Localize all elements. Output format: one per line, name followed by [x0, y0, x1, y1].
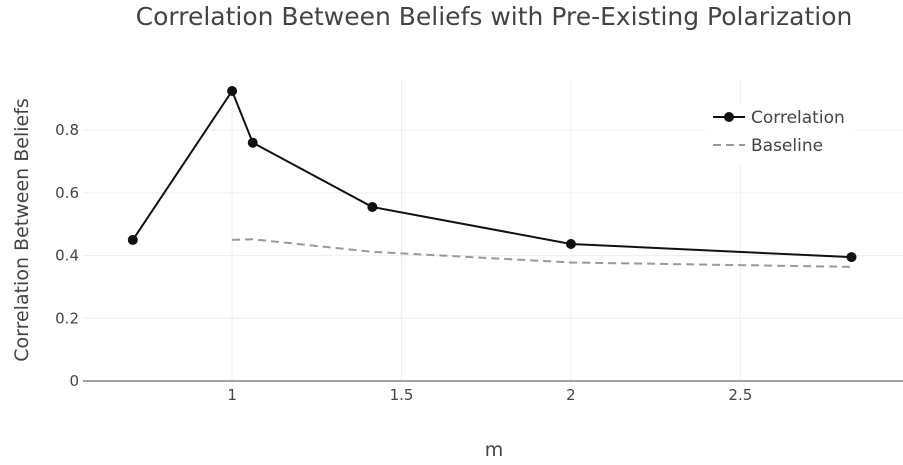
legend-item-baseline[interactable]: Baseline — [713, 136, 823, 156]
x-tick-label: 2 — [566, 386, 576, 404]
x-tick-label: 1 — [227, 386, 237, 404]
y-axis-label: Correlation Between Beliefs — [11, 98, 33, 362]
data-point[interactable] — [127, 234, 138, 245]
data-point[interactable] — [367, 201, 378, 212]
y-tick-label: 0.2 — [55, 309, 79, 327]
data-point[interactable] — [247, 137, 258, 148]
data-point[interactable] — [846, 252, 857, 263]
data-point[interactable] — [565, 238, 576, 249]
series-line-baseline — [232, 238, 852, 268]
x-tick-label: 1.5 — [390, 386, 414, 404]
y-tick-label: 0.4 — [55, 247, 79, 265]
x-axis-label: m — [485, 439, 504, 461]
data-point[interactable] — [227, 85, 238, 96]
legend-item-correlation[interactable]: Correlation — [713, 108, 845, 128]
series — [127, 85, 857, 268]
chart-title: Correlation Between Beliefs with Pre-Exi… — [136, 2, 853, 31]
legend-label-correlation: Correlation — [751, 108, 845, 128]
grid: 1 1.5 2 2.5 0 0.2 0.4 0.6 0.8 — [55, 80, 903, 404]
y-tick-label: 0.8 — [55, 121, 79, 139]
legend-marker-correlation — [724, 112, 734, 122]
x-tick-label: 2.5 — [728, 386, 752, 404]
y-tick-label: 0.6 — [55, 184, 79, 202]
series-line-correlation — [131, 88, 852, 259]
legend[interactable]: Correlation Baseline — [705, 104, 855, 162]
legend-label-baseline: Baseline — [751, 136, 823, 156]
y-tick-label: 0 — [69, 372, 79, 390]
